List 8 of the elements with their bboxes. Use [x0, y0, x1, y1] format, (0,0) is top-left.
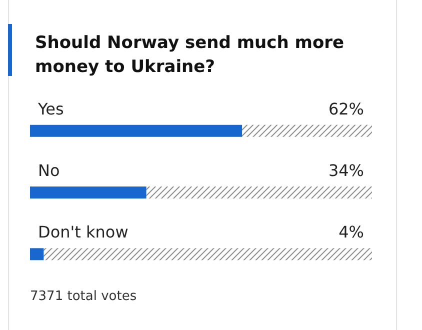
data-label: 62%	[328, 99, 364, 118]
text: 7371 total votes	[30, 289, 137, 304]
y-tick-label: Don't know	[38, 222, 128, 242]
chart-title: Should Norway send much more money to Ukraine?	[35, 33, 350, 77]
data-label: 4%	[338, 222, 364, 242]
data-label: 34%	[328, 161, 364, 180]
y-tick-label: No	[38, 161, 60, 180]
y-tick-label: Yes	[37, 99, 64, 118]
